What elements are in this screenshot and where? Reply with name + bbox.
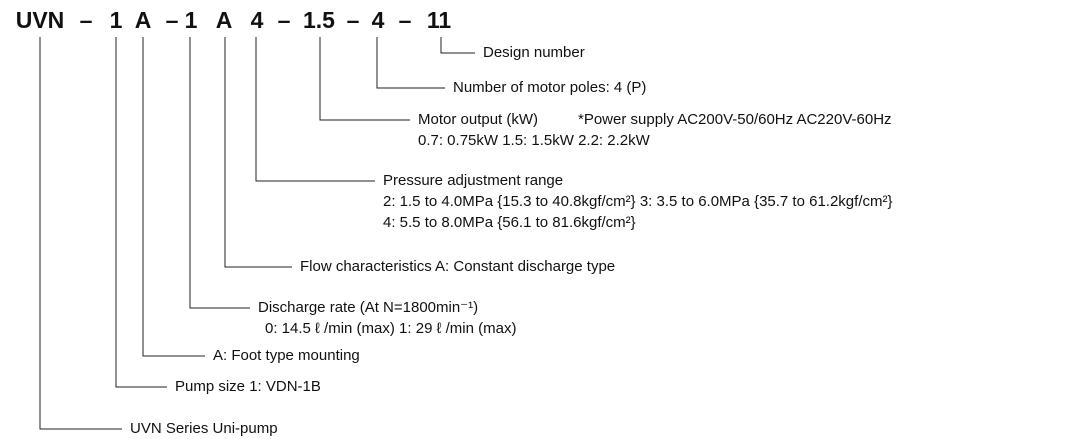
item-label: Flow characteristics A: Constant dischar… (300, 258, 615, 275)
code-segment: 1 (110, 7, 123, 33)
code-segment: – (399, 7, 412, 33)
item-note: *Power supply AC200V-50/60Hz AC220V-60Hz (578, 111, 892, 128)
leader-line (224, 37, 292, 268)
item-label: A: Foot type mounting (213, 347, 360, 364)
code-segment: A (135, 7, 152, 33)
code-segment: A (216, 7, 233, 33)
code-segment: 1.5 (303, 7, 335, 33)
item-label: UVN Series Uni-pump (130, 420, 278, 437)
code-segment: 11 (427, 7, 452, 33)
item-label: Pressure adjustment range (383, 172, 563, 189)
item-label: Design number (483, 44, 585, 61)
leader-line (115, 37, 167, 388)
leader-line (189, 37, 250, 309)
item-detail: 2: 1.5 to 4.0MPa {15.3 to 40.8kgf/cm²} 3… (383, 193, 892, 210)
item-label: Discharge rate (At N=1800min⁻¹) (258, 299, 478, 316)
item-detail: 0.7: 0.75kW 1.5: 1.5kW 2.2: 2.2kW (418, 132, 651, 149)
leader-line (142, 37, 205, 357)
leader-line (376, 37, 445, 89)
item-detail: 4: 5.5 to 8.0MPa {56.1 to 81.6kgf/cm²} (383, 214, 636, 231)
code-segment: – (278, 7, 291, 33)
leader-line (39, 37, 122, 430)
code-segment: 4 (372, 7, 385, 33)
item-label: Number of motor poles: 4 (P) (453, 79, 646, 96)
leader-line (319, 37, 410, 121)
leader-line (440, 37, 475, 54)
code-segment: 1 (185, 7, 198, 33)
leader-line (255, 37, 375, 182)
item-label: Motor output (kW) (418, 111, 538, 128)
code-segment: UVN (16, 7, 65, 33)
code-segment: – (347, 7, 360, 33)
item-detail: 0: 14.5 ℓ /min (max) 1: 29 ℓ /min (max) (265, 320, 516, 337)
item-label: Pump size 1: VDN-1B (175, 378, 321, 395)
code-segment: 4 (251, 7, 264, 33)
code-segment: – (166, 7, 179, 33)
code-segment: – (80, 7, 93, 33)
